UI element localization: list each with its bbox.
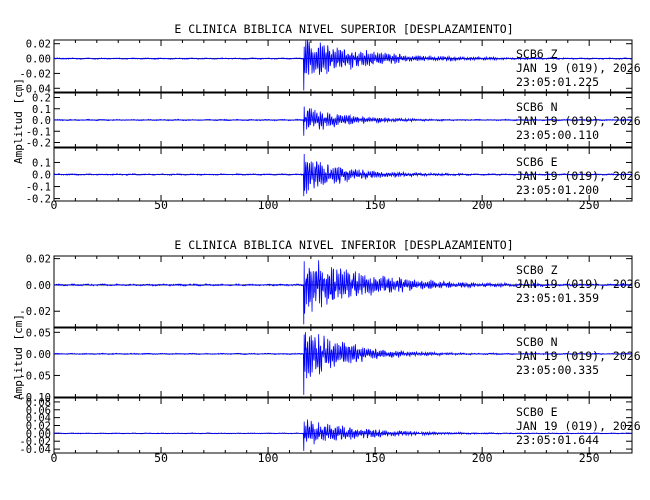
x-tick-label: 250 bbox=[579, 198, 600, 212]
station-date: JAN 19 (019), 2026 bbox=[516, 349, 641, 363]
y-tick-label: 0.02 bbox=[26, 421, 51, 433]
trace-line bbox=[53, 260, 633, 325]
chart-title-superior: E CLINICA BIBLICA NIVEL SUPERIOR [DESPLA… bbox=[174, 22, 513, 36]
y-tick-label: 0.02 bbox=[26, 254, 51, 266]
y-tick-label: 0.00 bbox=[26, 280, 51, 292]
chart-title-inferior: E CLINICA BIBLICA NIVEL INFERIOR [DESPLA… bbox=[174, 238, 513, 252]
x-tick-label: 200 bbox=[472, 451, 493, 465]
y-tick-label: -0.04 bbox=[19, 444, 51, 456]
y-tick-label: 0.08 bbox=[26, 397, 51, 409]
x-tick-label: 150 bbox=[365, 451, 386, 465]
y-tick-label: -0.1 bbox=[26, 126, 51, 138]
station-time: 23:05:01.359 bbox=[516, 291, 599, 305]
station-date: JAN 19 (019), 2026 bbox=[516, 61, 641, 75]
station-label: SCB6 N bbox=[516, 100, 558, 114]
trace-line bbox=[53, 154, 633, 197]
y-tick-label: 0.1 bbox=[32, 104, 51, 116]
x-tick-label: 100 bbox=[258, 198, 279, 212]
y-tick-label: 0.06 bbox=[26, 405, 51, 417]
station-time: 23:05:01.200 bbox=[516, 183, 599, 197]
x-tick-label: 200 bbox=[472, 198, 493, 212]
y-tick-label: 0.02 bbox=[26, 39, 51, 51]
y-tick-label: 0.1 bbox=[32, 157, 51, 169]
y-tick-label: 0.05 bbox=[26, 327, 51, 339]
x-tick-label: 0 bbox=[51, 451, 58, 465]
panel-frame bbox=[53, 327, 633, 398]
station-time: 23:05:00.335 bbox=[516, 363, 599, 377]
y-axis-label-inferior: Amplitud [cm] bbox=[12, 314, 25, 400]
panel-frame bbox=[53, 255, 633, 328]
panel-scb0-e: 0.080.060.040.020.00-0.02-0.04 SCB0 EJAN … bbox=[19, 397, 640, 456]
x-tick-label: 250 bbox=[579, 451, 600, 465]
trace-line bbox=[53, 106, 633, 136]
y-tick-label: 0.04 bbox=[26, 413, 51, 425]
y-tick-label: 0.00 bbox=[26, 54, 51, 66]
x-tick-label: 50 bbox=[154, 451, 168, 465]
station-label: SCB0 E bbox=[516, 405, 558, 419]
y-tick-label: -0.02 bbox=[19, 306, 51, 318]
y-axis-label-superior: Amplitud [cm] bbox=[12, 78, 25, 164]
station-time: 23:05:01.644 bbox=[516, 433, 599, 447]
y-tick-label: 0.00 bbox=[26, 428, 51, 440]
x-tick-label: 0 bbox=[51, 198, 58, 212]
y-tick-label: -0.10 bbox=[19, 392, 51, 404]
station-date: JAN 19 (019), 2026 bbox=[516, 169, 641, 183]
y-tick-label: 0.0 bbox=[32, 170, 51, 182]
station-label: SCB0 Z bbox=[516, 263, 558, 277]
y-tick-label: -0.2 bbox=[26, 138, 51, 150]
trace-line bbox=[53, 332, 633, 395]
station-label: SCB6 Z bbox=[516, 47, 558, 61]
y-tick-label: 0.2 bbox=[32, 93, 51, 105]
y-tick-label: -0.1 bbox=[26, 182, 51, 194]
y-tick-label: 0.00 bbox=[26, 349, 51, 361]
trace-line bbox=[53, 419, 633, 452]
y-tick-label: -0.02 bbox=[19, 436, 51, 448]
station-date: JAN 19 (019), 2026 bbox=[516, 277, 641, 291]
x-tick-label: 100 bbox=[258, 451, 279, 465]
y-tick-label: 0.0 bbox=[32, 115, 51, 127]
station-label: SCB0 N bbox=[516, 335, 558, 349]
x-tick-label: 150 bbox=[365, 198, 386, 212]
station-date: JAN 19 (019), 2026 bbox=[516, 114, 641, 128]
y-tick-label: -0.02 bbox=[19, 68, 51, 80]
trace-line bbox=[53, 39, 633, 91]
panel-frame bbox=[53, 39, 633, 93]
y-tick-label: -0.04 bbox=[19, 83, 51, 95]
y-tick-label: -0.05 bbox=[19, 370, 51, 382]
y-tick-label: -0.2 bbox=[26, 194, 51, 206]
station-date: JAN 19 (019), 2026 bbox=[516, 419, 641, 433]
x-tick-label: 50 bbox=[154, 198, 168, 212]
station-label: SCB6 E bbox=[516, 155, 558, 169]
station-time: 23:05:01.225 bbox=[516, 75, 599, 89]
station-time: 23:05:00.110 bbox=[516, 128, 599, 142]
